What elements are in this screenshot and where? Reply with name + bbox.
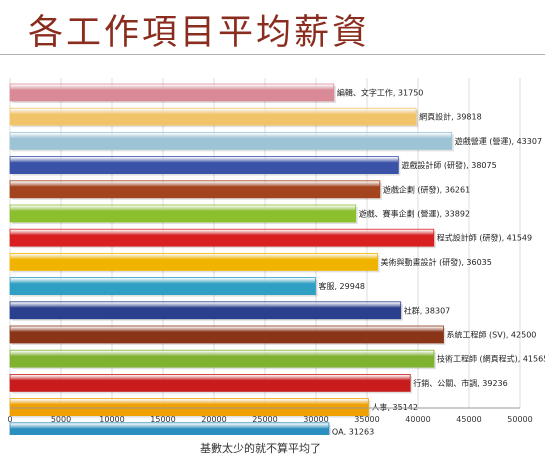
data-labels: 編輯、文字工作, 31750 網頁設計, 39818 遊戲營運 (營運), 4330… xyxy=(318,88,545,436)
bars xyxy=(9,83,454,435)
page-title: 各工作項目平均薪資 xyxy=(28,13,371,53)
bar-data-label: 程式設計師 (研發), 41549 xyxy=(437,233,532,243)
bar xyxy=(9,301,402,320)
bar xyxy=(9,83,335,102)
bar-data-label: 人事, 35142 xyxy=(371,402,418,412)
bar-data-label: 遊戲、賽事企劃 (營運), 33892 xyxy=(359,209,470,219)
bar-data-label: 編輯、文字工作, 31750 xyxy=(337,88,424,98)
x-tick-label: 15000 xyxy=(150,415,175,424)
bar-data-label: 遊戲營運 (營運), 43307 xyxy=(455,136,542,146)
bar-data-label: 美術與動畫設計 (研發), 36035 xyxy=(381,257,492,267)
bar-data-label: 技術工程師 (網頁程式), 41565 xyxy=(437,354,545,364)
bar xyxy=(9,132,453,150)
x-tick-label: 40000 xyxy=(405,415,430,424)
title-divider xyxy=(0,54,545,55)
bar xyxy=(9,156,399,174)
bar-data-label: 遊戲企劃 (研發), 36261 xyxy=(383,184,470,194)
bar-data-label: 遊戲設計師 (研發), 38075 xyxy=(401,160,496,170)
x-tick-label: 30000 xyxy=(303,415,328,424)
x-axis-ticks: 0 5000 10000 15000 20000 25000 30000 35000 40000… xyxy=(7,407,533,424)
x-tick-label: 5000 xyxy=(51,415,71,424)
x-tick-label: 20000 xyxy=(201,415,226,424)
bar xyxy=(9,228,435,247)
bar-data-label: 客服, 29948 xyxy=(318,281,365,291)
bar xyxy=(9,398,369,417)
bar xyxy=(9,325,444,344)
bar-data-label: 行銷、公關、市調, 39236 xyxy=(413,378,508,388)
bar-data-label: 網頁設計, 39818 xyxy=(419,112,482,122)
bar xyxy=(9,349,435,368)
bar xyxy=(9,373,411,392)
bar-data-label: 系統工程師 (SV), 42500 xyxy=(447,330,537,340)
x-tick-label: 35000 xyxy=(354,415,379,424)
bar xyxy=(9,252,378,271)
bar-data-label: QA, 31263 xyxy=(332,427,374,435)
x-tick-label: 0 xyxy=(7,415,12,424)
bar-data-label: 社群, 38307 xyxy=(404,305,451,315)
bar-chart: 編輯、文字工作, 31750 網頁設計, 39818 遊戲營運 (營運), 4330… xyxy=(7,78,545,436)
x-tick-label: 50000 xyxy=(507,415,532,424)
bar xyxy=(9,277,316,296)
bar xyxy=(9,422,330,435)
x-tick-label: 45000 xyxy=(456,415,481,424)
chart-note: 基數太少的就不算平均了 xyxy=(200,442,321,455)
bar xyxy=(9,107,417,126)
bar xyxy=(9,204,357,223)
x-tick-label: 25000 xyxy=(252,415,277,424)
x-tick-label: 10000 xyxy=(99,415,124,424)
bar xyxy=(9,180,381,199)
